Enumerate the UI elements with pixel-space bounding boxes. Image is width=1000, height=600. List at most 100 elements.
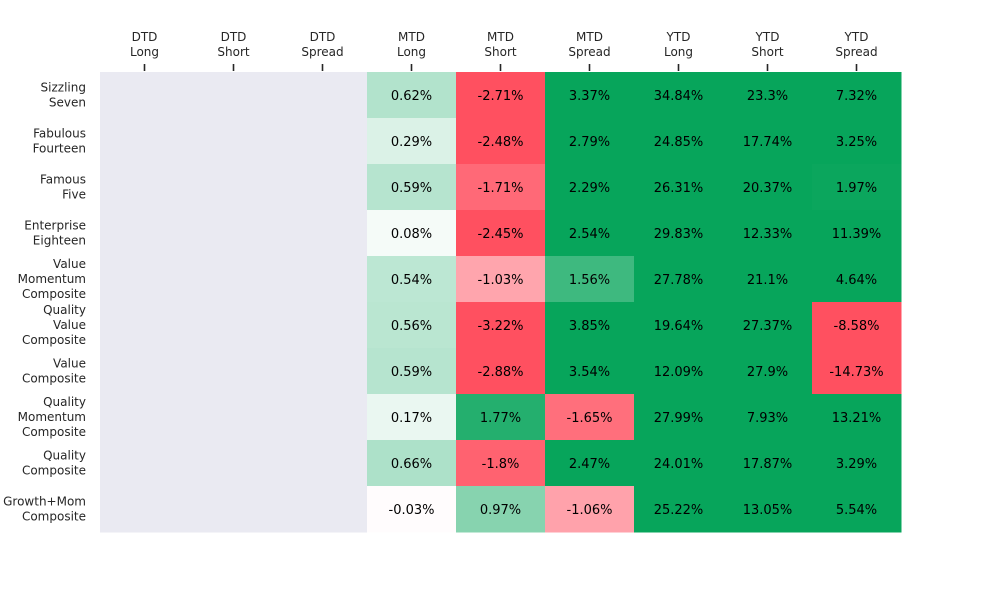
heatmap-cell [545,72,635,119]
heatmap-cell [189,348,279,395]
heatmap-cell [456,486,546,533]
cell-value-label: -1.65% [567,411,613,426]
heatmap-cell [812,486,902,533]
heatmap-cell [100,72,190,119]
cell-value-label: 3.37% [569,89,610,104]
cell-value-label: 17.74% [743,135,793,150]
heatmap-cell [456,394,546,441]
heatmap-cell [189,118,279,165]
cell-value-label: 27.78% [654,273,704,288]
row-tick-label: Famous Five [40,173,86,202]
heatmap-cell [189,440,279,487]
heatmap-cell [456,302,546,349]
cell-value-label: 27.9% [747,365,788,380]
heatmap-cell [189,302,279,349]
heatmap-cell [456,72,546,119]
heatmap-cell [812,302,902,349]
heatmap-cell [634,72,724,119]
cell-value-label: 13.21% [832,411,882,426]
heatmap-cell [278,256,368,303]
cell-value-label: 25.22% [654,503,704,518]
heatmap-cell [812,394,902,441]
cell-value-label: 1.56% [569,273,610,288]
heatmap-cell [367,72,457,119]
cell-value-label: 19.64% [654,319,704,334]
heatmap-cell [189,486,279,533]
heatmap-cell [367,256,457,303]
cell-value-label: 11.39% [832,227,882,242]
heatmap-cell [189,72,279,119]
heatmap-cell [278,440,368,487]
cell-value-label: 3.85% [569,319,610,334]
heatmap-cell [545,210,635,257]
heatmap-cell [723,256,813,303]
cell-value-label: 4.64% [836,273,877,288]
heatmap-cell [723,118,813,165]
heatmap-cell [634,394,724,441]
heatmap-cell [100,394,190,441]
cell-value-label: 24.85% [654,135,704,150]
cell-value-label: 21.1% [747,273,788,288]
heatmap-cell [812,256,902,303]
cell-value-label: -1.71% [478,181,524,196]
heatmap-cell [634,440,724,487]
cell-value-label: 0.17% [391,411,432,426]
column-tick-label: YTD Spread [835,30,877,59]
heatmap-cell [456,440,546,487]
cell-value-label: 2.29% [569,181,610,196]
heatmap-cell [812,164,902,211]
cell-value-label: -14.73% [829,365,883,380]
heatmap-cell [278,164,368,211]
heatmap-cell [456,348,546,395]
heatmap-cell [100,486,190,533]
cell-value-label: 13.05% [743,503,793,518]
heatmap-cell [100,210,190,257]
cell-value-label: 0.29% [391,135,432,150]
column-tick-label: DTD Short [217,30,249,59]
cell-value-label: -0.03% [389,503,435,518]
cell-value-label: 3.29% [836,457,877,472]
heatmap-cell [545,164,635,211]
heatmap-cell [723,348,813,395]
heatmap-cell [367,486,457,533]
heatmap-cell [100,348,190,395]
heatmap-cell [367,440,457,487]
heatmap-cell [545,348,635,395]
heatmap-cell [278,118,368,165]
cell-value-label: 1.77% [480,411,521,426]
heatmap-cell [367,164,457,211]
cell-value-label: -2.88% [478,365,524,380]
cell-value-label: -1.03% [478,273,524,288]
row-tick-label: Growth+Mom Composite [3,495,86,524]
heatmap-cell [634,256,724,303]
heatmap-cell [367,394,457,441]
heatmap-cell [100,118,190,165]
heatmap-cell [723,164,813,211]
heatmap-cell [189,256,279,303]
heatmap-cell [456,164,546,211]
cell-value-label: 0.56% [391,319,432,334]
cell-value-label: 3.25% [836,135,877,150]
heatmap-cell [278,348,368,395]
cell-value-label: 23.3% [747,89,788,104]
cell-value-label: -1.06% [567,503,613,518]
heatmap-cell [100,256,190,303]
cell-value-label: 5.54% [836,503,877,518]
row-tick-label: Sizzling Seven [41,81,86,110]
cell-value-label: -8.58% [834,319,880,334]
heatmap-cell [545,302,635,349]
cell-value-label: 20.37% [743,181,793,196]
cell-value-label: 27.99% [654,411,704,426]
heatmap-cell [367,210,457,257]
heatmap-cell [545,256,635,303]
cell-value-label: 29.83% [654,227,704,242]
cell-value-label: 1.97% [836,181,877,196]
cell-value-label: 3.54% [569,365,610,380]
heatmap-cell [456,256,546,303]
cell-value-label: 26.31% [654,181,704,196]
column-tick-label: MTD Short [484,30,516,59]
heatmap-cell [100,302,190,349]
row-tick-label: Enterprise Eighteen [24,219,86,248]
cell-value-label: 2.47% [569,457,610,472]
